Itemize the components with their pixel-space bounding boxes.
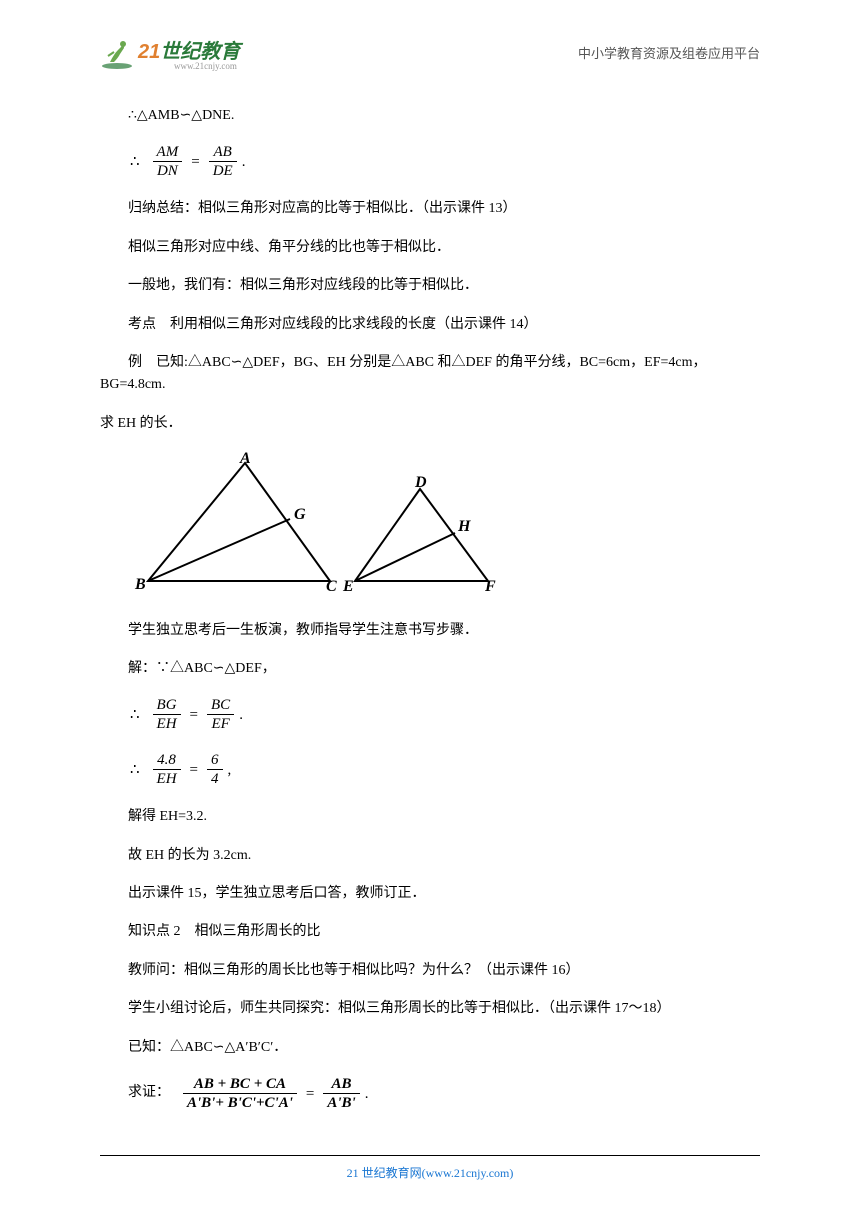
text-line-8: 解：∵△ABC∽△DEF， bbox=[100, 658, 760, 680]
text-line-11: 出示课件 15，学生独立思考后口答，教师订正． bbox=[100, 883, 760, 905]
logo-runner-icon bbox=[100, 36, 134, 70]
label-b: B bbox=[134, 576, 146, 593]
logo-text-wrap: 21世纪教育 www.21cnjy.com bbox=[138, 35, 240, 71]
equals-sign-2: = bbox=[190, 703, 198, 727]
period-4: . bbox=[365, 1082, 369, 1106]
text-line-6b: 求 EH 的长． bbox=[100, 413, 760, 435]
prove-label: 求证： bbox=[128, 1082, 170, 1104]
fraction-bc-ef: BC EF bbox=[207, 696, 234, 733]
equals-sign-4: = bbox=[306, 1082, 314, 1106]
text-line-14: 学生小组讨论后，师生共同探究：相似三角形周长的比等于相似比．（出示课件 17～1… bbox=[100, 998, 760, 1020]
text-line-4: 一般地，我们有：相似三角形对应线段的比等于相似比． bbox=[100, 275, 760, 297]
text-line-7: 学生独立思考后一生板演，教师指导学生注意书写步骤． bbox=[100, 620, 760, 642]
footer-divider bbox=[100, 1155, 760, 1156]
period: . bbox=[242, 150, 246, 174]
text-line-12: 知识点 2 相似三角形周长的比 bbox=[100, 921, 760, 943]
text-line-2: 归纳总结：相似三角形对应高的比等于相似比．（出示课件 13） bbox=[100, 198, 760, 220]
logo-cn-text: 世纪教育 bbox=[160, 41, 240, 63]
fraction-perimeter-1: AB + BC + CA A'B'+ B'C'+C'A' bbox=[183, 1075, 297, 1112]
footer-brand: 21 世纪教育网 bbox=[347, 1166, 422, 1180]
formula-4: 求证： AB + BC + CA A'B'+ B'C'+C'A' = AB A'… bbox=[100, 1075, 760, 1112]
comma: , bbox=[228, 758, 232, 782]
fraction-perimeter-2: AB A'B' bbox=[323, 1075, 359, 1112]
logo-url: www.21cnjy.com bbox=[174, 61, 240, 71]
triangle-diagram: A B C G D E F H bbox=[130, 451, 760, 609]
fraction-am-dn: AM DN bbox=[153, 143, 183, 180]
label-h: H bbox=[457, 518, 471, 535]
label-d: D bbox=[414, 474, 427, 491]
text-line-5: 考点 利用相似三角形对应线段的比求线段的长度（出示课件 14） bbox=[100, 314, 760, 336]
label-a: A bbox=[239, 451, 251, 467]
header-right-text: 中小学教育资源及组卷应用平台 bbox=[578, 43, 760, 62]
logo: 21世纪教育 www.21cnjy.com bbox=[100, 35, 240, 71]
period-2: . bbox=[239, 703, 243, 727]
text-line-6a: 例 已知:△ABC∽△DEF，BG、EH 分别是△ABC 和△DEF 的角平分线… bbox=[100, 352, 760, 397]
footer-url: (www.21cnjy.com) bbox=[422, 1166, 514, 1180]
therefore-symbol: ∴ bbox=[130, 150, 140, 174]
text-line-13: 教师问：相似三角形的周长比也等于相似比吗？为什么？（出示课件 16） bbox=[100, 960, 760, 982]
equals-sign-3: = bbox=[190, 758, 198, 782]
fraction-6-4: 6 4 bbox=[207, 751, 223, 788]
text-line-9: 解得 EH=3.2. bbox=[100, 806, 760, 828]
therefore-symbol-3: ∴ bbox=[130, 758, 140, 782]
label-f: F bbox=[484, 578, 496, 595]
formula-1: ∴ AM DN = AB DE . bbox=[100, 143, 760, 180]
logo-21: 21 bbox=[138, 41, 160, 63]
label-e: E bbox=[342, 578, 354, 595]
fraction-bg-eh: BG EH bbox=[153, 696, 181, 733]
fraction-48-eh: 4.8 EH bbox=[153, 751, 181, 788]
therefore-symbol-2: ∴ bbox=[130, 703, 140, 727]
label-g: G bbox=[294, 506, 306, 523]
formula-2: ∴ BG EH = BC EF . bbox=[100, 696, 760, 733]
text-line-15: 已知：△ABC∽△A′B′C′． bbox=[100, 1037, 760, 1059]
equals-sign: = bbox=[191, 150, 199, 174]
text-line-1: ∴△AMB∽△DNE. bbox=[100, 105, 760, 127]
label-c: C bbox=[326, 578, 337, 595]
formula-3: ∴ 4.8 EH = 6 4 , bbox=[100, 751, 760, 788]
fraction-ab-de: AB DE bbox=[209, 143, 237, 180]
page-header: 21世纪教育 www.21cnjy.com 中小学教育资源及组卷应用平台 bbox=[0, 0, 860, 85]
text-line-3: 相似三角形对应中线、角平分线的比也等于相似比． bbox=[100, 237, 760, 259]
text-line-10: 故 EH 的长为 3.2cm. bbox=[100, 845, 760, 867]
page-content: ∴△AMB∽△DNE. ∴ AM DN = AB DE . 归纳总结：相似三角形… bbox=[0, 85, 860, 1112]
footer-text: 21 世纪教育网(www.21cnjy.com) bbox=[0, 1164, 860, 1181]
